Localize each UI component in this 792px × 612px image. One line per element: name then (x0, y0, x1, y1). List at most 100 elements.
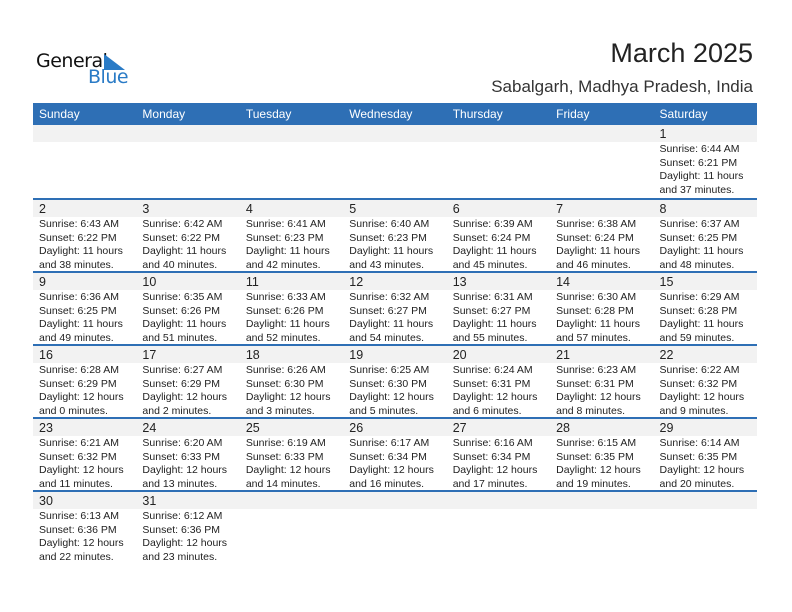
sunset-text: Sunset: 6:36 PM (142, 523, 221, 536)
day-cell: 19 Sunrise: 6:25 AM Sunset: 6:30 PM Dayligh… (343, 346, 447, 417)
sunset-text: Sunset: 6:26 PM (245, 304, 324, 317)
day-info: Sunrise: 6:41 AM Sunset: 6:23 PM Daylight:… (240, 217, 343, 272)
day-info: Sunrise: 6:35 AM Sunset: 6:26 PM Daylight:… (136, 290, 239, 345)
sunrise-text: Sunrise: 6:13 AM (39, 510, 119, 522)
day-cell: 15 Sunrise: 6:29 AM Sunset: 6:28 PM Dayligh… (653, 273, 757, 345)
sunset-text: Sunset: 6:33 PM (245, 450, 324, 463)
day-number: 28 (550, 419, 654, 436)
daylight-text: Daylight: 12 hours (349, 391, 434, 403)
calendar-week: 23 Sunrise: 6:21 AM Sunset: 6:32 PM Dayligh… (33, 417, 757, 490)
day-cell: 14 Sunrise: 6:30 AM Sunset: 6:28 PM Dayligh… (550, 273, 654, 344)
minutes-text: and 22 minutes. (39, 550, 114, 563)
empty-cell (343, 125, 447, 198)
sunset-text: Sunset: 6:22 PM (142, 231, 221, 244)
logo-text-blue: Blue (88, 66, 129, 88)
empty-cell (343, 492, 447, 563)
empty-cell (446, 125, 551, 198)
sunset-text: Sunset: 6:29 PM (142, 377, 221, 390)
day-info: Sunrise: 6:33 AM Sunset: 6:26 PM Daylight:… (240, 290, 343, 345)
empty-cell (239, 125, 344, 198)
day-number (446, 492, 551, 509)
daylight-text: Daylight: 12 hours (245, 464, 331, 476)
day-info: Sunrise: 6:24 AM Sunset: 6:31 PM Daylight:… (447, 363, 550, 418)
sunrise-text: Sunrise: 6:19 AM (245, 437, 326, 449)
daylight-text: Daylight: 12 hours (659, 464, 745, 476)
sunrise-text: Sunrise: 6:42 AM (142, 218, 223, 230)
minutes-text: and 17 minutes. (452, 477, 528, 490)
sunset-text: Sunset: 6:28 PM (556, 304, 634, 317)
day-number: 3 (136, 200, 240, 217)
day-info: Sunrise: 6:19 AM Sunset: 6:33 PM Daylight:… (240, 436, 343, 491)
minutes-text: and 8 minutes. (556, 404, 625, 417)
day-cell: 12 Sunrise: 6:32 AM Sunset: 6:27 PM Dayligh… (343, 273, 447, 344)
sunset-text: Sunset: 6:32 PM (659, 377, 738, 390)
day-info: Sunrise: 6:15 AM Sunset: 6:35 PM Daylight:… (550, 436, 653, 491)
day-number: 17 (136, 346, 240, 363)
logo-triangle-icon (104, 54, 125, 70)
daylight-text: Daylight: 11 hours (556, 245, 640, 257)
day-info: Sunrise: 6:36 AM Sunset: 6:25 PM Daylight:… (33, 290, 136, 345)
day-cell: 6 Sunrise: 6:39 AM Sunset: 6:24 PM Daylight… (446, 200, 551, 271)
day-info: Sunrise: 6:28 AM Sunset: 6:29 PM Daylight:… (33, 363, 136, 418)
day-number: 16 (33, 346, 137, 363)
sunset-text: Sunset: 6:24 PM (452, 231, 531, 244)
sunset-text: Sunset: 6:26 PM (142, 304, 221, 317)
sunrise-text: Sunrise: 6:41 AM (245, 218, 326, 230)
sunset-text: Sunset: 6:21 PM (659, 156, 738, 169)
calendar-week: 30 Sunrise: 6:13 AM Sunset: 6:36 PM Dayligh… (33, 490, 757, 563)
day-number: 6 (446, 200, 551, 217)
day-info: Sunrise: 6:31 AM Sunset: 6:27 PM Daylight:… (447, 290, 550, 345)
sunrise-text: Sunrise: 6:25 AM (349, 364, 430, 376)
day-cell: 2 Sunrise: 6:43 AM Sunset: 6:22 PM Daylight… (33, 200, 137, 272)
daylight-text: Daylight: 11 hours (245, 318, 330, 330)
minutes-text: and 40 minutes. (142, 258, 218, 271)
minutes-text: and 54 minutes. (349, 331, 424, 344)
day-number: 1 (653, 125, 757, 142)
minutes-text: and 23 minutes. (142, 550, 218, 563)
minutes-text: and 6 minutes. (452, 404, 522, 417)
day-number: 26 (343, 419, 447, 436)
sunset-text: Sunset: 6:34 PM (452, 450, 531, 463)
weekday-header: Sunday Monday Tuesday Wednesday Thursday Frid… (33, 103, 757, 125)
weekday-saturday: Saturday (659, 107, 708, 121)
sunrise-text: Sunrise: 6:15 AM (556, 437, 637, 449)
day-number: 11 (239, 273, 344, 290)
minutes-text: and 45 minutes. (452, 258, 528, 271)
sunrise-text: Sunrise: 6:35 AM (142, 291, 223, 303)
daylight-text: Daylight: 12 hours (142, 464, 228, 476)
day-number: 4 (239, 200, 344, 217)
daylight-text: Daylight: 12 hours (39, 537, 124, 549)
daylight-text: Daylight: 11 hours (142, 245, 227, 257)
sunrise-text: Sunrise: 6:33 AM (245, 291, 326, 303)
empty-cell (550, 125, 654, 198)
day-info: Sunrise: 6:38 AM Sunset: 6:24 PM Daylight:… (550, 217, 653, 272)
day-info: Sunrise: 6:16 AM Sunset: 6:34 PM Daylight:… (447, 436, 550, 491)
day-info: Sunrise: 6:40 AM Sunset: 6:23 PM Daylight:… (343, 217, 446, 272)
minutes-text: and 9 minutes. (659, 404, 729, 417)
weekday-wednesday: Wednesday (349, 107, 413, 121)
day-cell: 11 Sunrise: 6:33 AM Sunset: 6:26 PM Dayligh… (239, 273, 344, 345)
day-number: 15 (653, 273, 757, 290)
day-info: Sunrise: 6:37 AM Sunset: 6:25 PM Daylight:… (654, 217, 757, 272)
sunset-text: Sunset: 6:33 PM (142, 450, 221, 463)
minutes-text: and 5 minutes. (349, 404, 419, 417)
page-title: March 2025 (610, 38, 753, 68)
daylight-text: Daylight: 11 hours (452, 318, 537, 330)
day-number: 30 (33, 492, 137, 509)
sunrise-text: Sunrise: 6:21 AM (39, 437, 119, 449)
day-info: Sunrise: 6:43 AM Sunset: 6:22 PM Daylight:… (33, 217, 136, 272)
day-info: Sunrise: 6:29 AM Sunset: 6:28 PM Daylight:… (654, 290, 757, 345)
day-info: Sunrise: 6:23 AM Sunset: 6:31 PM Daylight:… (550, 363, 653, 418)
minutes-text: and 49 minutes. (39, 331, 114, 344)
calendar-weeks: 1 Sunrise: 6:44 AM Sunset: 6:21 PM Daylight… (33, 125, 757, 563)
sunrise-text: Sunrise: 6:14 AM (659, 437, 740, 449)
day-number: 27 (446, 419, 551, 436)
day-number (343, 125, 447, 142)
general-blue-logo: General Blue (36, 50, 136, 90)
daylight-text: Daylight: 12 hours (349, 464, 434, 476)
empty-cell (239, 492, 344, 563)
day-cell: 23 Sunrise: 6:21 AM Sunset: 6:32 PM Dayligh… (33, 419, 137, 491)
sunset-text: Sunset: 6:35 PM (659, 450, 738, 463)
day-info: Sunrise: 6:21 AM Sunset: 6:32 PM Daylight:… (33, 436, 136, 491)
day-cell: 21 Sunrise: 6:23 AM Sunset: 6:31 PM Dayligh… (550, 346, 654, 418)
